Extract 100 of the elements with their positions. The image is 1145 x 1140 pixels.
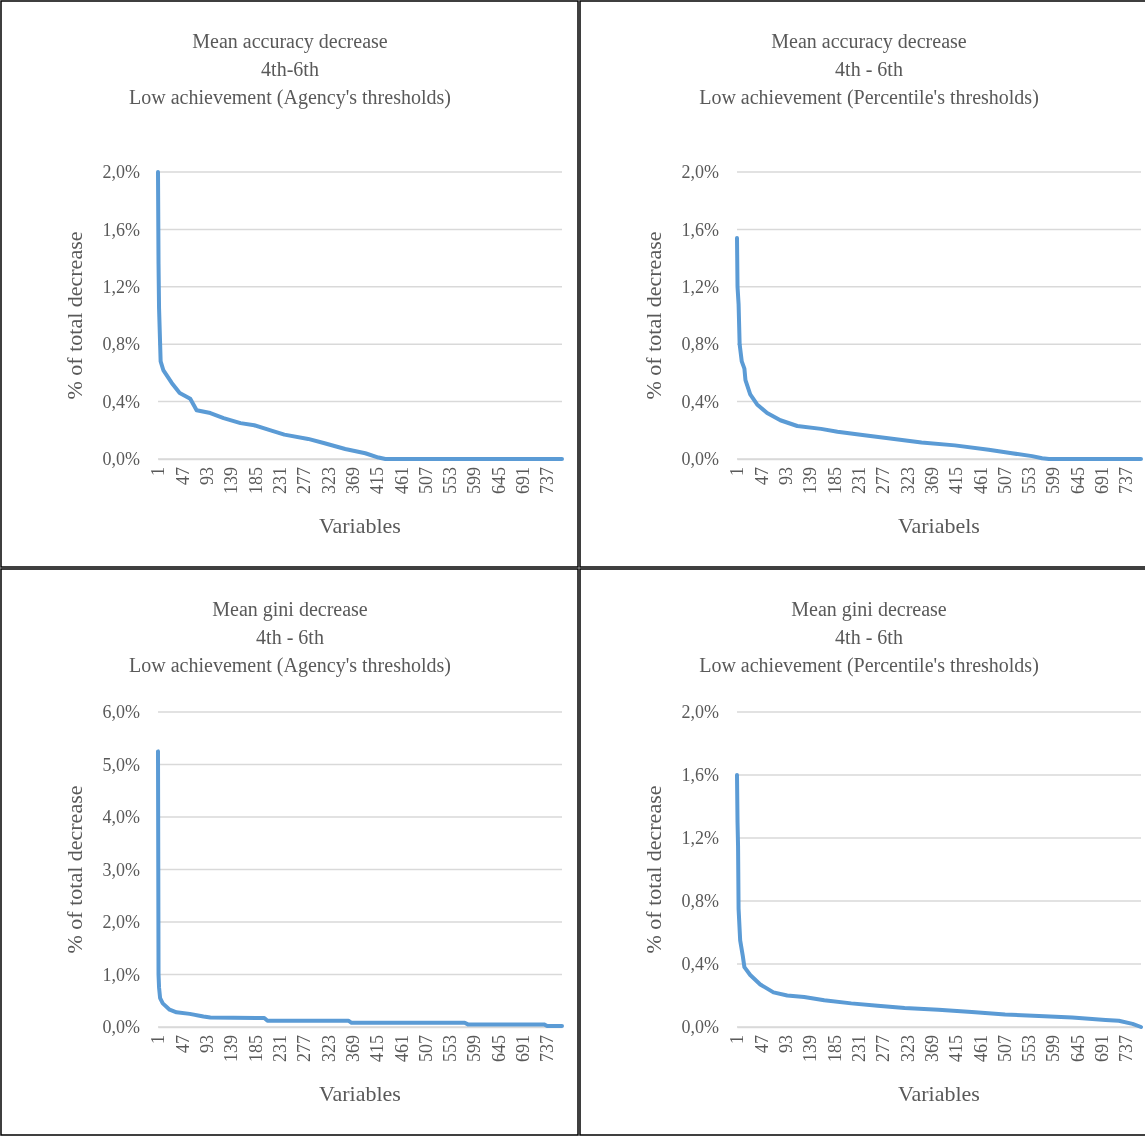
- y-tick-label: 1,2%: [681, 828, 719, 849]
- x-tick-label: 737: [1116, 467, 1137, 494]
- y-tick-label: 0,8%: [681, 891, 719, 912]
- chart-subtitle: 4th-6th Low achievement (Agency's thresholds): [129, 58, 451, 109]
- x-tick-label: 93: [196, 1035, 217, 1053]
- y-tick-label: 1,6%: [681, 765, 719, 786]
- x-tick-label: 277: [294, 1035, 315, 1062]
- x-tick-label: 553: [440, 467, 461, 494]
- y-tick-label: 0,0%: [102, 1017, 140, 1038]
- x-tick-label: 507: [994, 1035, 1015, 1062]
- x-tick-label: 691: [1092, 467, 1113, 494]
- y-tick-label: 0,0%: [102, 449, 140, 470]
- x-tick-label: 1: [148, 467, 169, 476]
- x-tick-label: 323: [318, 467, 339, 494]
- chart-subtitle: 4th - 6th Low achievement (Percentile's thresholds): [699, 626, 1039, 677]
- y-tick-label: 1,0%: [102, 964, 140, 985]
- x-tick-label: 645: [488, 467, 509, 494]
- x-tick-label: 553: [1019, 1035, 1040, 1062]
- x-tick-label: 645: [488, 1035, 509, 1062]
- x-tick-label: 461: [970, 1035, 991, 1062]
- x-tick-label: 737: [1116, 1035, 1137, 1062]
- x-tick-label: 461: [970, 467, 991, 494]
- x-tick-label: 461: [391, 467, 412, 494]
- x-tick-label: 323: [897, 467, 918, 494]
- y-tick-label: 6,0%: [102, 702, 140, 723]
- y-tick-label: 2,0%: [102, 912, 140, 933]
- x-tick-label: 139: [800, 1035, 821, 1062]
- x-tick-label: 691: [513, 467, 534, 494]
- x-tick-label: 185: [824, 1035, 845, 1062]
- x-tick-label: 93: [775, 467, 796, 485]
- y-tick-label: 5,0%: [102, 754, 140, 775]
- chart-subtitle: 4th - 6th Low achievement (Percentile's thresholds): [699, 58, 1039, 109]
- chart-subtitle: 4th - 6th Low achievement (Agency's thresholds): [129, 626, 451, 677]
- line-series: [156, 749, 564, 1028]
- x-tick-label: 645: [1067, 1035, 1088, 1062]
- x-tick-label: 369: [342, 467, 363, 494]
- x-tick-label: 47: [751, 1035, 772, 1053]
- x-tick-label: 553: [1019, 467, 1040, 494]
- x-tick-label: 185: [245, 1035, 266, 1062]
- x-tick-label: 185: [824, 467, 845, 494]
- y-tick-label: 1,6%: [102, 219, 140, 240]
- chart-title: Mean accuracy decrease: [771, 30, 967, 53]
- x-tick-label: 231: [269, 1035, 290, 1062]
- x-axis-title: Variables: [319, 1081, 401, 1106]
- y-axis-title: % of total decrease: [62, 785, 87, 954]
- x-tick-label: 507: [415, 467, 436, 494]
- chart-title: Mean accuracy decrease: [192, 30, 388, 53]
- y-tick-label: 1,6%: [681, 219, 719, 240]
- x-tick-label: 231: [269, 467, 290, 494]
- y-axis-title: % of total decrease: [641, 785, 666, 954]
- y-tick-label: 4,0%: [102, 807, 140, 828]
- y-tick-label: 0,0%: [681, 449, 719, 470]
- x-tick-label: 93: [775, 1035, 796, 1053]
- x-axis-title: Variables: [319, 513, 401, 538]
- y-tick-label: 2,0%: [681, 162, 719, 183]
- x-tick-label: 1: [727, 467, 748, 476]
- y-tick-label: 2,0%: [102, 162, 140, 183]
- y-tick-label: 0,4%: [681, 391, 719, 412]
- x-tick-label: 139: [800, 467, 821, 494]
- x-tick-label: 231: [848, 467, 869, 494]
- x-tick-label: 461: [391, 1035, 412, 1062]
- x-tick-label: 277: [873, 467, 894, 494]
- x-tick-label: 1: [148, 1035, 169, 1044]
- x-tick-label: 139: [221, 467, 242, 494]
- x-tick-label: 47: [172, 467, 193, 485]
- y-tick-label: 0,8%: [102, 334, 140, 355]
- y-axis-title: % of total decrease: [641, 231, 666, 400]
- x-tick-label: 691: [513, 1035, 534, 1062]
- x-tick-label: 369: [342, 1035, 363, 1062]
- x-tick-label: 737: [537, 1035, 558, 1062]
- x-tick-label: 415: [946, 467, 967, 494]
- x-tick-label: 507: [415, 1035, 436, 1062]
- x-tick-label: 139: [221, 1035, 242, 1062]
- x-tick-label: 231: [848, 1035, 869, 1062]
- x-tick-label: 1: [727, 1035, 748, 1044]
- line-series: [735, 773, 1143, 1029]
- x-tick-label: 599: [1043, 467, 1064, 494]
- x-tick-label: 599: [464, 1035, 485, 1062]
- line-series: [735, 236, 1143, 461]
- y-tick-label: 0,0%: [681, 1017, 719, 1038]
- x-tick-label: 277: [873, 1035, 894, 1062]
- y-tick-label: 0,4%: [681, 954, 719, 975]
- x-tick-label: 507: [994, 467, 1015, 494]
- y-tick-label: 0,8%: [681, 334, 719, 355]
- chart-title: Mean gini decrease: [791, 598, 947, 621]
- x-tick-label: 415: [367, 1035, 388, 1062]
- x-tick-label: 277: [294, 467, 315, 494]
- x-tick-label: 415: [367, 467, 388, 494]
- y-axis-title: % of total decrease: [62, 231, 87, 400]
- x-axis-title: Variabels: [898, 513, 980, 538]
- y-tick-label: 2,0%: [681, 702, 719, 723]
- x-axis-title: Variables: [898, 1081, 980, 1106]
- chart-title: Mean gini decrease: [212, 598, 368, 621]
- line-series: [156, 170, 564, 461]
- x-tick-label: 369: [921, 1035, 942, 1062]
- y-tick-label: 1,2%: [681, 277, 719, 298]
- x-tick-label: 645: [1067, 467, 1088, 494]
- x-tick-label: 185: [245, 467, 266, 494]
- x-tick-label: 93: [196, 467, 217, 485]
- x-tick-label: 691: [1092, 1035, 1113, 1062]
